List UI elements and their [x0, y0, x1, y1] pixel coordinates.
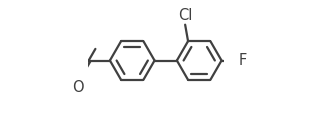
Text: Cl: Cl	[178, 8, 192, 23]
Text: F: F	[239, 53, 247, 68]
Text: O: O	[72, 80, 84, 95]
